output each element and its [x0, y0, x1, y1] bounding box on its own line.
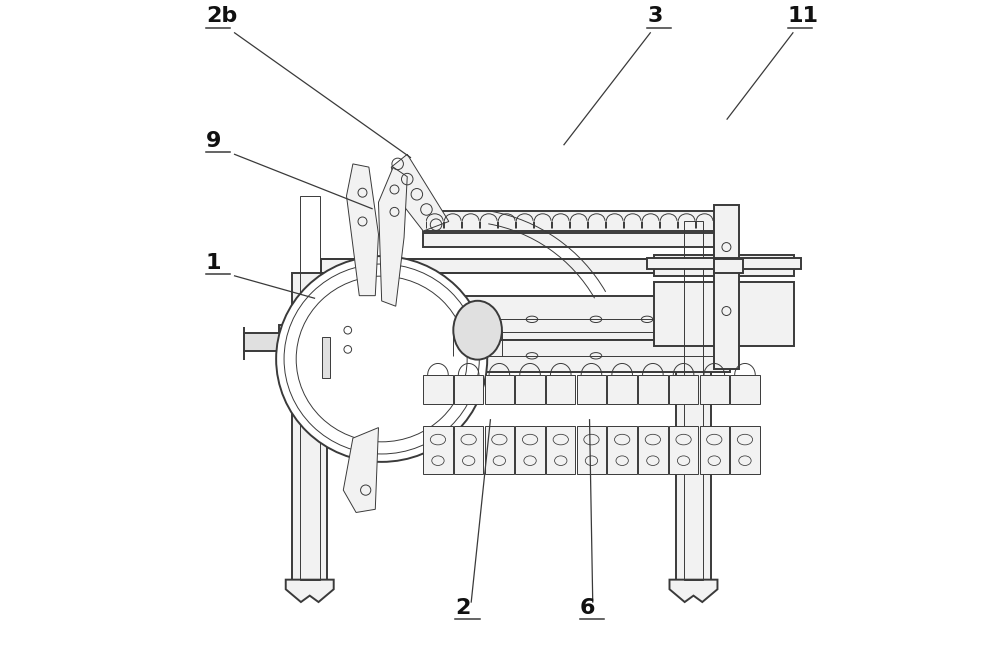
Text: 3: 3	[647, 6, 662, 26]
Bar	[714, 259, 743, 273]
Bar	[700, 375, 729, 404]
Bar	[321, 259, 730, 273]
Bar	[546, 375, 575, 404]
Text: 9: 9	[206, 131, 221, 151]
Bar	[638, 426, 668, 474]
Bar	[423, 211, 717, 231]
Text: 2: 2	[455, 598, 471, 618]
Bar	[322, 337, 330, 378]
Ellipse shape	[453, 301, 502, 360]
Bar	[423, 233, 717, 247]
Polygon shape	[391, 154, 449, 231]
Text: 1: 1	[206, 253, 221, 273]
Bar	[669, 426, 698, 474]
Bar	[669, 375, 698, 404]
Bar	[454, 426, 483, 474]
Bar	[423, 426, 453, 474]
Bar	[318, 295, 353, 404]
Bar	[638, 375, 668, 404]
Bar	[684, 221, 703, 580]
Polygon shape	[346, 164, 378, 295]
Bar	[714, 206, 739, 368]
Bar	[577, 375, 606, 404]
Bar	[546, 426, 575, 474]
Bar	[292, 273, 327, 580]
Bar	[647, 258, 801, 270]
Bar	[730, 375, 760, 404]
Polygon shape	[669, 580, 717, 602]
Bar	[321, 296, 730, 340]
Bar	[654, 255, 794, 276]
Bar	[485, 426, 514, 474]
Text: 2b: 2b	[206, 6, 237, 26]
Bar	[607, 426, 637, 474]
Polygon shape	[343, 428, 378, 513]
Polygon shape	[378, 167, 407, 306]
Bar	[454, 375, 483, 404]
Bar	[515, 375, 545, 404]
Bar	[423, 375, 453, 404]
Bar	[700, 426, 729, 474]
Bar	[321, 259, 756, 273]
Bar	[279, 337, 321, 348]
Bar	[654, 283, 794, 346]
Bar	[485, 375, 514, 404]
Bar	[607, 375, 637, 404]
Bar	[676, 311, 711, 580]
Polygon shape	[286, 580, 334, 602]
Bar	[321, 340, 730, 372]
Bar	[515, 426, 545, 474]
Bar	[334, 308, 372, 365]
Ellipse shape	[276, 256, 487, 462]
Text: 6: 6	[580, 598, 595, 618]
Bar	[279, 325, 321, 337]
Bar	[577, 426, 606, 474]
Bar	[300, 196, 320, 580]
Bar	[244, 333, 321, 352]
Bar	[730, 426, 760, 474]
Text: 11: 11	[788, 6, 819, 26]
